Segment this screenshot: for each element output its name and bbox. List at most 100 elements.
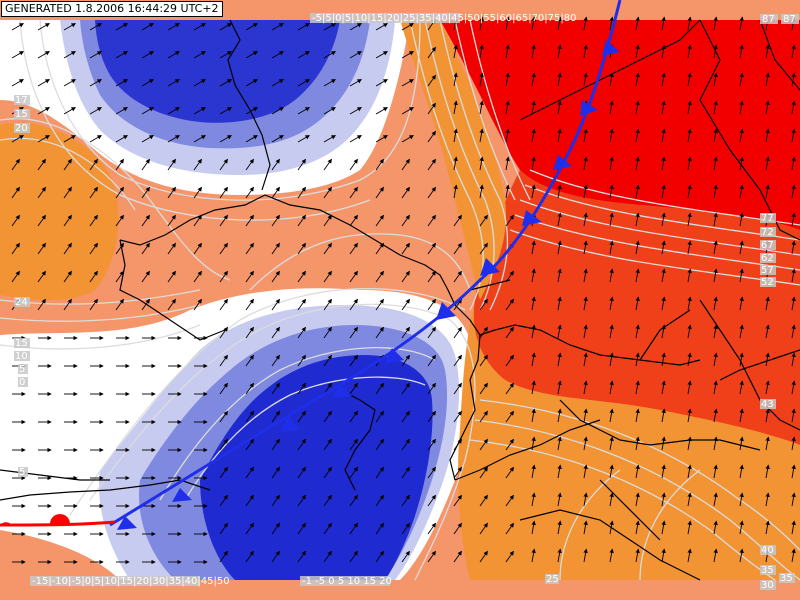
wind-arrow <box>739 44 744 59</box>
wind-arrow <box>505 16 510 31</box>
wind-arrow <box>635 380 640 395</box>
wind-arrow <box>271 522 280 535</box>
orange-region-southeast <box>458 300 800 580</box>
wind-arrow <box>583 324 588 339</box>
wind-arrow <box>193 298 202 311</box>
wind-arrow <box>63 270 72 283</box>
wind-arrow <box>401 298 410 311</box>
wind-arrow <box>791 352 796 367</box>
wind-arrow <box>661 436 666 451</box>
wind-arrow <box>271 354 280 367</box>
wind-arrow <box>89 298 98 311</box>
wind-arrow <box>479 550 488 563</box>
wind-arrow <box>557 380 562 395</box>
wind-arrow <box>713 16 718 31</box>
wind-arrow <box>609 520 614 535</box>
svg-text:35: 35 <box>761 565 774 576</box>
wind-arrow <box>713 156 718 171</box>
wind-arrow <box>401 382 410 395</box>
wind-arrow <box>115 51 128 59</box>
wind-arrow <box>583 408 588 423</box>
wind-arrow <box>63 135 76 143</box>
wind-arrow <box>635 184 640 199</box>
svg-text:52: 52 <box>761 277 774 288</box>
wind-arrow <box>297 494 306 507</box>
wind-arrow <box>661 296 666 311</box>
wind-arrow <box>609 212 614 227</box>
wind-arrow <box>245 326 254 339</box>
wind-arrow <box>479 100 484 115</box>
top-label-strip: -5|5|0|5|10|15|20|25|35|40|45|50|55|60|6… <box>312 13 576 24</box>
wind-arrow <box>271 466 280 479</box>
wind-arrow <box>687 16 692 31</box>
wind-arrow <box>219 438 228 451</box>
wind-arrow <box>37 107 50 115</box>
wind-arrow <box>479 242 488 255</box>
wind-arrow <box>661 44 666 59</box>
wind-arrow <box>557 184 562 199</box>
wind-arrow <box>245 214 254 227</box>
wind-arrow <box>245 410 254 423</box>
wind-arrow <box>713 72 718 87</box>
wind-arrow <box>609 156 614 171</box>
wind-arrow <box>401 242 410 255</box>
svg-text:17: 17 <box>15 95 28 106</box>
wind-arrow <box>531 100 536 115</box>
wind-arrow <box>427 522 436 535</box>
wind-arrow <box>479 298 488 311</box>
wind-arrow <box>453 128 458 143</box>
wind-arrow <box>37 23 50 31</box>
wind-arrow <box>323 51 336 59</box>
wind-arrow <box>219 107 232 115</box>
wind-arrow <box>479 438 488 451</box>
wind-arrow <box>115 158 124 171</box>
wind-arrow <box>349 494 358 507</box>
wind-arrow <box>271 135 284 143</box>
wind-arrow <box>349 242 358 255</box>
wind-arrow <box>635 268 640 283</box>
wind-arrow <box>609 268 614 283</box>
wind-arrow <box>505 354 514 367</box>
wind-arrow <box>323 326 332 339</box>
wind-arrow <box>375 158 384 171</box>
wind-arrow <box>661 520 666 535</box>
wind-arrow <box>271 79 284 87</box>
wind-arrow <box>11 79 24 87</box>
wind-arrow <box>765 492 770 507</box>
wind-arrow <box>193 186 202 199</box>
wind-arrow <box>687 128 692 143</box>
wind-arrow <box>453 214 462 227</box>
wind-arrow <box>531 464 536 479</box>
wind-arrow <box>37 186 46 199</box>
wind-arrow <box>115 79 128 87</box>
wind-arrow <box>557 16 562 31</box>
wind-arrow <box>245 242 254 255</box>
wind-arrow <box>193 135 206 143</box>
wind-arrow <box>687 464 692 479</box>
wind-arrow <box>635 548 640 563</box>
wind-arrow <box>687 184 692 199</box>
wind-arrow <box>791 492 796 507</box>
wind-arrow <box>661 16 666 31</box>
wind-arrow <box>635 16 640 31</box>
wind-arrow <box>557 492 562 507</box>
wind-arrow <box>219 466 228 479</box>
wind-arrow <box>401 494 410 507</box>
wind-arrow <box>427 298 436 311</box>
wind-arrow <box>427 354 436 367</box>
wind-arrow <box>739 548 744 563</box>
wind-arrow <box>401 135 414 143</box>
wind-arrow <box>479 466 488 479</box>
wind-arrow <box>271 326 280 339</box>
wind-arrow <box>245 494 254 507</box>
wind-arrow <box>661 156 666 171</box>
label-bottom-25: 25 <box>546 574 559 585</box>
wind-arrow <box>219 242 228 255</box>
wind-arrow <box>401 186 410 199</box>
wind-arrow <box>583 184 588 199</box>
svg-text:10: 10 <box>15 351 28 362</box>
wind-arrow <box>635 240 640 255</box>
wind-arrow <box>427 326 436 339</box>
wind-arrow <box>349 326 358 339</box>
